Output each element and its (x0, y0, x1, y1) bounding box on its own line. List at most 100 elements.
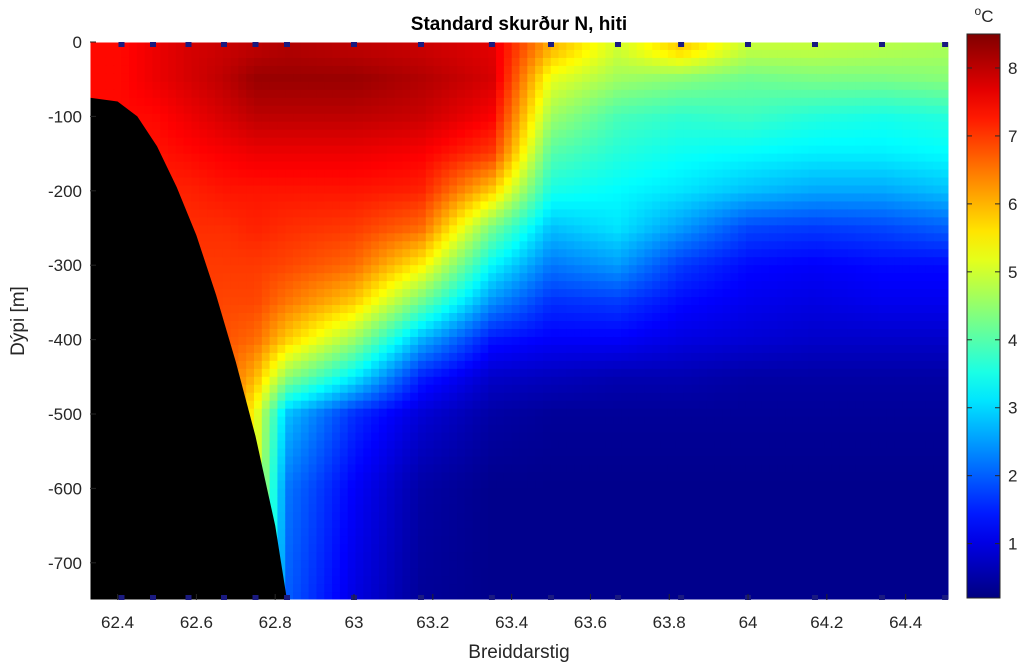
heatmap-cell (691, 376, 700, 386)
heatmap-cell (863, 129, 872, 139)
heatmap-cell (269, 49, 279, 59)
heatmap-cell (183, 97, 193, 107)
heatmap-cell (410, 257, 419, 266)
heatmap-cell (917, 57, 927, 67)
heatmap-cell (722, 81, 731, 91)
heatmap-cell (808, 392, 817, 402)
heatmap-cell (769, 81, 778, 91)
heatmap-cell (480, 384, 489, 394)
heatmap-cell (824, 65, 833, 75)
heatmap-cell (621, 177, 630, 187)
heatmap-cell (402, 225, 411, 234)
heatmap-cell (761, 193, 770, 203)
heatmap-cell (902, 57, 911, 67)
heatmap-cell (675, 384, 685, 394)
heatmap-cell (324, 328, 333, 338)
heatmap-cell (433, 297, 443, 306)
heatmap-cell (464, 161, 474, 171)
heatmap-cell (902, 241, 911, 250)
heatmap-cell (410, 121, 419, 131)
heatmap-cell (199, 105, 208, 115)
heatmap-cell (519, 161, 528, 171)
heatmap-cell (503, 225, 513, 234)
heatmap-cell (816, 121, 825, 131)
heatmap-cell (410, 145, 419, 155)
heatmap-cell (605, 137, 614, 147)
heatmap-cell (457, 265, 466, 274)
heatmap-cell (441, 217, 450, 226)
heatmap-cell (199, 81, 208, 91)
heatmap-cell (511, 177, 521, 187)
heatmap-cell (808, 336, 817, 346)
heatmap-cell (628, 89, 638, 99)
heatmap-cell (410, 392, 419, 402)
heatmap-cell (394, 201, 403, 210)
heatmap-cell (597, 249, 606, 258)
heatmap-cell (503, 384, 513, 394)
heatmap-cell (464, 153, 474, 163)
heatmap-cell (269, 297, 279, 306)
heatmap-cell (855, 241, 864, 250)
heatmap-cell (308, 400, 318, 410)
heatmap-cell (667, 177, 677, 187)
heatmap-cell (738, 376, 747, 386)
heatmap-cell (253, 305, 263, 314)
heatmap-cell (394, 89, 403, 99)
heatmap-cell (191, 169, 200, 179)
heatmap-cell (378, 400, 388, 410)
heatmap-cell (457, 376, 466, 386)
heatmap-cell (378, 360, 388, 370)
heatmap-cell (488, 137, 497, 147)
heatmap-cell (433, 257, 443, 266)
heatmap-cell (683, 392, 692, 402)
heatmap-cell (308, 81, 318, 91)
heatmap-cell (769, 321, 778, 330)
heatmap-cell (269, 81, 279, 91)
heatmap-cell (792, 97, 802, 107)
heatmap-cell (269, 185, 279, 195)
heatmap-cell (339, 121, 349, 131)
heatmap-cell (355, 177, 364, 187)
heatmap-cell (449, 105, 458, 115)
heatmap-cell (480, 289, 489, 298)
heatmap-cell (472, 42, 482, 51)
heatmap-cell (238, 217, 247, 226)
heatmap-cell (550, 344, 560, 354)
heatmap-cell (324, 153, 333, 163)
heatmap-cell (347, 65, 357, 75)
heatmap-cell (769, 241, 778, 250)
heatmap-cell (550, 177, 560, 187)
heatmap-cell (847, 153, 856, 163)
heatmap-cell (878, 105, 888, 115)
heatmap-cell (831, 169, 841, 179)
heatmap-cell (464, 65, 474, 75)
heatmap-cell (589, 384, 599, 394)
heatmap-cell (745, 360, 755, 370)
heatmap-cell (433, 129, 443, 139)
heatmap-cell (277, 305, 286, 314)
heatmap-cell (293, 145, 302, 155)
heatmap-cell (574, 177, 583, 187)
heatmap-cell (464, 368, 474, 378)
heatmap-cell (589, 305, 599, 314)
heatmap-cell (808, 328, 817, 338)
heatmap-cell (144, 81, 154, 91)
heatmap-cell (722, 49, 731, 59)
heatmap-cell (285, 89, 294, 99)
heatmap-cell (394, 129, 403, 139)
heatmap-cell (886, 129, 895, 139)
heatmap-cell (542, 153, 552, 163)
heatmap-cell (636, 289, 646, 298)
heatmap-cell (339, 89, 349, 99)
heatmap-cell (316, 400, 325, 410)
heatmap-cell (480, 392, 489, 402)
heatmap-cell (269, 89, 279, 99)
heatmap-cell (480, 376, 489, 386)
heatmap-cell (831, 201, 841, 210)
heatmap-cell (488, 233, 497, 242)
heatmap-cell (894, 217, 903, 226)
heatmap-cell (394, 321, 403, 330)
heatmap-cell (316, 336, 325, 346)
heatmap-cell (644, 225, 653, 234)
heatmap-cell (332, 65, 341, 75)
